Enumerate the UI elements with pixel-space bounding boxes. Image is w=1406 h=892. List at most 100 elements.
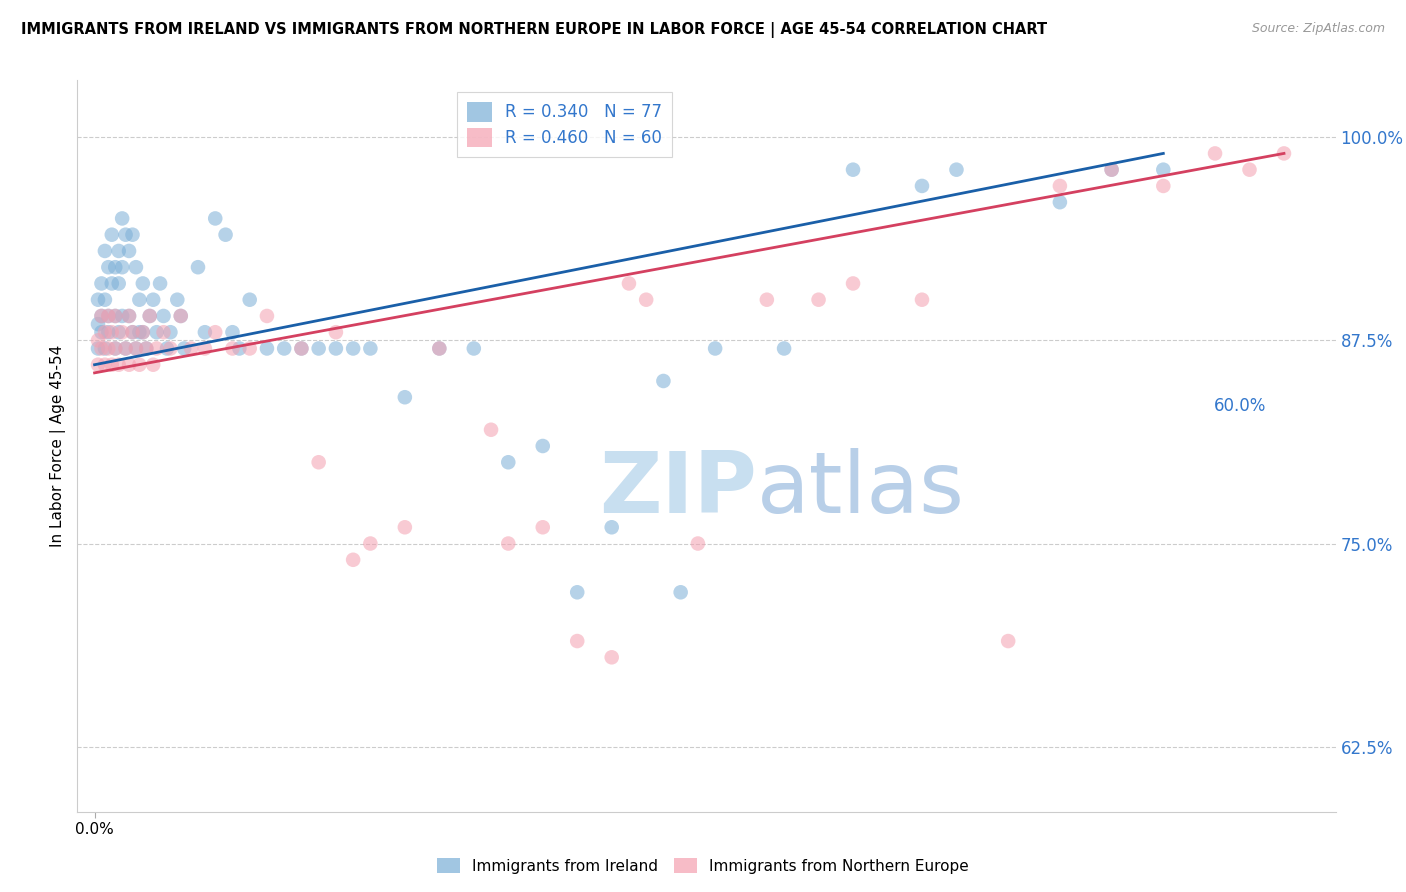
Point	[359, 536, 381, 550]
Point	[228, 342, 250, 356]
Point	[652, 374, 675, 388]
Point	[273, 342, 295, 356]
Point	[256, 309, 278, 323]
Point	[256, 342, 278, 356]
Point	[104, 342, 127, 356]
Point	[755, 293, 778, 307]
Point	[97, 342, 120, 356]
Text: Source: ZipAtlas.com: Source: ZipAtlas.com	[1251, 22, 1385, 36]
Point	[911, 178, 934, 193]
Point	[87, 342, 110, 356]
Point	[114, 227, 136, 242]
Point	[135, 342, 157, 356]
Point	[94, 244, 117, 258]
Point	[90, 309, 112, 323]
Point	[342, 342, 364, 356]
Y-axis label: In Labor Force | Age 45-54: In Labor Force | Age 45-54	[51, 345, 66, 547]
Point	[101, 227, 124, 242]
Point	[239, 293, 262, 307]
Point	[152, 325, 174, 339]
Point	[111, 211, 134, 226]
Point	[107, 325, 129, 339]
Point	[531, 439, 554, 453]
Point	[101, 325, 124, 339]
Point	[600, 650, 623, 665]
Point	[194, 342, 217, 356]
Point	[394, 520, 416, 534]
Point	[159, 342, 181, 356]
Text: 60.0%: 60.0%	[1215, 397, 1267, 415]
Point	[1239, 162, 1261, 177]
Point	[90, 325, 112, 339]
Point	[97, 260, 120, 275]
Point	[842, 162, 865, 177]
Point	[1152, 178, 1174, 193]
Point	[101, 277, 124, 291]
Point	[479, 423, 502, 437]
Point	[111, 325, 134, 339]
Point	[107, 244, 129, 258]
Point	[997, 634, 1019, 648]
Point	[204, 325, 226, 339]
Point	[669, 585, 692, 599]
Point	[149, 277, 172, 291]
Point	[90, 309, 112, 323]
Point	[121, 325, 143, 339]
Point	[842, 277, 865, 291]
Point	[111, 260, 134, 275]
Point	[1101, 162, 1123, 177]
Point	[87, 317, 110, 331]
Point	[159, 325, 181, 339]
Point	[1272, 146, 1295, 161]
Point	[121, 227, 143, 242]
Point	[156, 342, 179, 356]
Text: atlas: atlas	[756, 449, 965, 532]
Point	[104, 309, 127, 323]
Point	[111, 309, 134, 323]
Point	[142, 358, 165, 372]
Point	[807, 293, 830, 307]
Legend: R = 0.340   N = 77, R = 0.460   N = 60: R = 0.340 N = 77, R = 0.460 N = 60	[457, 92, 672, 157]
Point	[221, 325, 243, 339]
Point	[170, 309, 193, 323]
Point	[138, 309, 160, 323]
Point	[1049, 195, 1071, 210]
Point	[187, 260, 209, 275]
Point	[427, 342, 450, 356]
Point	[498, 536, 520, 550]
Point	[325, 342, 347, 356]
Point	[145, 325, 167, 339]
Point	[101, 358, 124, 372]
Point	[145, 342, 167, 356]
Point	[142, 293, 165, 307]
Point	[342, 553, 364, 567]
Point	[180, 342, 202, 356]
Text: IMMIGRANTS FROM IRELAND VS IMMIGRANTS FROM NORTHERN EUROPE IN LABOR FORCE | AGE : IMMIGRANTS FROM IRELAND VS IMMIGRANTS FR…	[21, 22, 1047, 38]
Point	[600, 520, 623, 534]
Point	[90, 342, 112, 356]
Point	[97, 325, 120, 339]
Point	[214, 227, 236, 242]
Point	[531, 520, 554, 534]
Point	[121, 325, 143, 339]
Point	[118, 309, 141, 323]
Point	[308, 342, 330, 356]
Point	[290, 342, 312, 356]
Point	[945, 162, 967, 177]
Point	[239, 342, 262, 356]
Point	[686, 536, 709, 550]
Point	[107, 277, 129, 291]
Point	[90, 277, 112, 291]
Point	[911, 293, 934, 307]
Point	[773, 342, 796, 356]
Point	[636, 293, 658, 307]
Point	[1101, 162, 1123, 177]
Point	[166, 293, 188, 307]
Point	[617, 277, 640, 291]
Point	[463, 342, 485, 356]
Point	[204, 211, 226, 226]
Point	[194, 325, 217, 339]
Point	[308, 455, 330, 469]
Point	[132, 325, 155, 339]
Point	[359, 342, 381, 356]
